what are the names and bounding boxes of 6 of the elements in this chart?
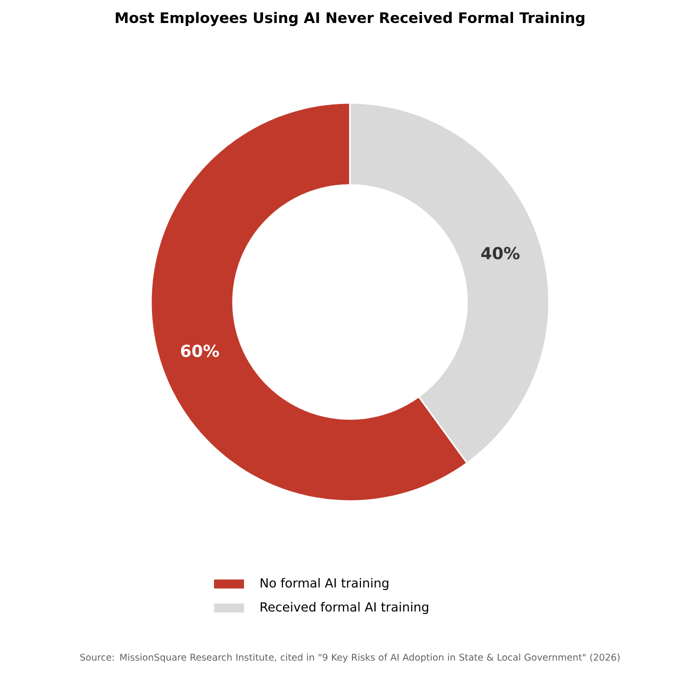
legend-label: Received formal AI training (260, 602, 428, 614)
legend-label: No formal AI training (260, 578, 388, 590)
data-label: 60% (181, 344, 219, 358)
source-note: Source: MissionSquare Research Institute, cited in "9 Key Risks of AI Adoption in State & Local Government" (2026) (80, 654, 620, 663)
chart-title: Most Employees Using AI Never Received Formal Training (116, 12, 584, 26)
data-label: 40% (481, 246, 520, 260)
